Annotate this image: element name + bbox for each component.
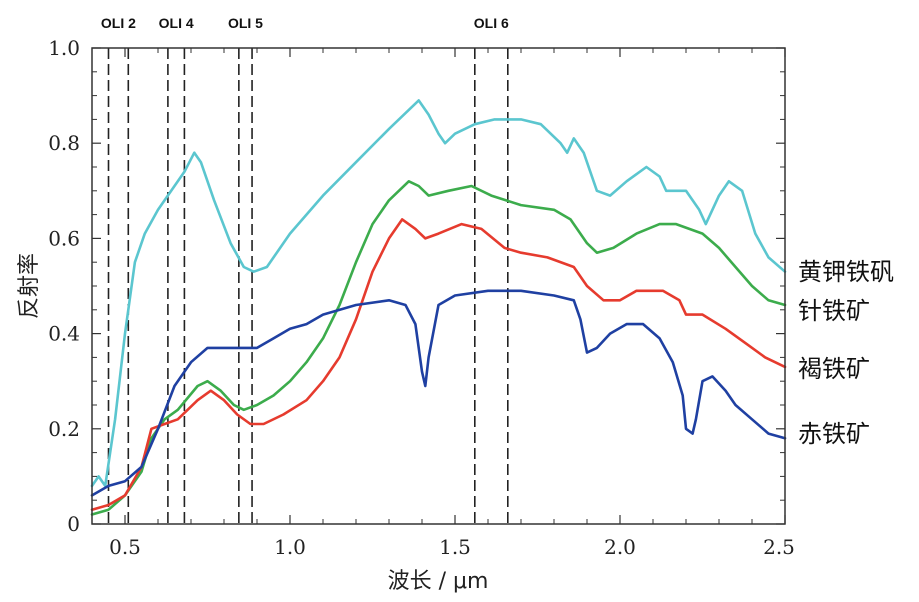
x-tick-label: 1.5 [439, 535, 471, 559]
band-label-oli-2: OLI 2 [101, 15, 136, 31]
y-tick-label: 0 [67, 512, 80, 536]
series-line-4 [90, 289, 787, 497]
series-label-limonite: 褐铁矿 [798, 355, 870, 383]
band-label-oli-6: OLI 6 [474, 15, 509, 31]
band-label-oli-4: OLI 4 [159, 15, 194, 31]
y-tick-label: 0.2 [48, 417, 80, 441]
tick-labels: 0.5 1.0 1.5 2.0 2.5 0 0.2 0.4 0.6 0.8 1.0 [48, 36, 795, 559]
x-tick-label: 2.5 [763, 535, 795, 559]
band-label-oli-5: OLI 5 [228, 15, 263, 31]
x-tick-label: 2.0 [604, 535, 636, 559]
axis-ticks [91, 47, 786, 525]
series-lines [90, 99, 787, 516]
series-label-jarosite: 黄钾铁矾 [798, 258, 894, 286]
x-axis-title: 波长 / μm [388, 569, 489, 594]
series-line-1 [90, 99, 787, 488]
plot-frame [91, 47, 786, 525]
y-tick-label: 1.0 [48, 36, 80, 60]
band-markers [107, 48, 509, 524]
x-tick-label: 0.5 [109, 535, 141, 559]
y-tick-label: 0.4 [48, 322, 80, 346]
y-tick-label: 0.8 [48, 131, 80, 155]
series-label-goethite: 针铁矿 [798, 297, 870, 325]
y-axis-title: 反射率 [17, 253, 42, 319]
y-tick-label: 0.6 [48, 226, 80, 250]
series-label-hematite: 赤铁矿 [798, 420, 870, 448]
series-line-3 [90, 218, 787, 511]
series-line-2 [90, 180, 787, 516]
x-tick-label: 1.0 [274, 535, 306, 559]
